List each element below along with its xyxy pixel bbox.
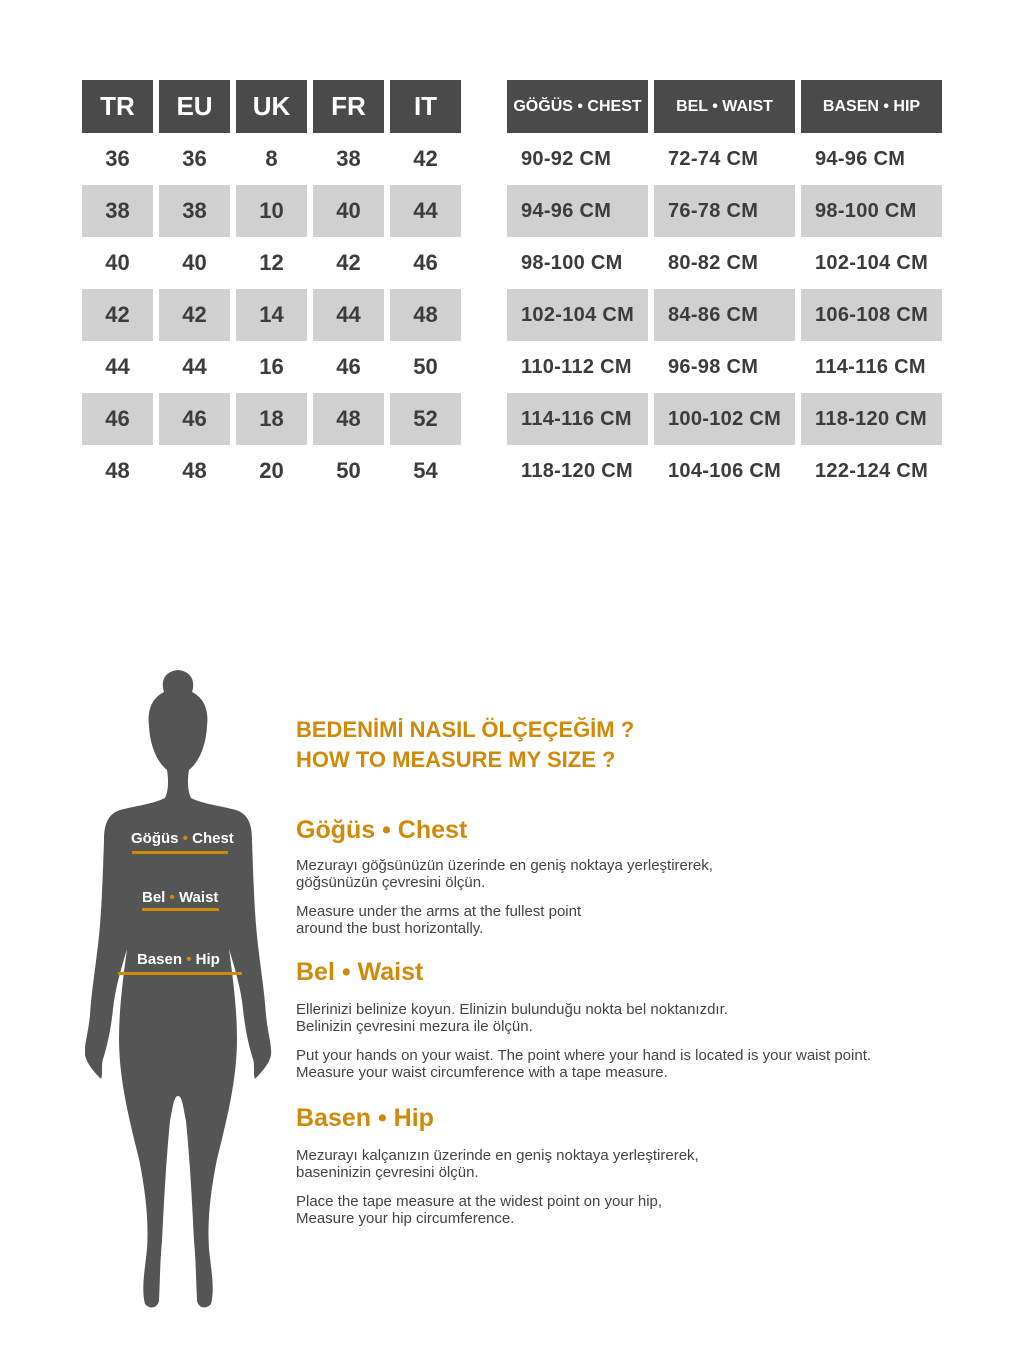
table-cell: 44: [105, 354, 130, 379]
table-cell: 106-108 CM: [801, 289, 942, 341]
table-cell: 96-98 CM: [668, 355, 759, 378]
table-cell: 100-102 CM: [654, 393, 795, 445]
column-header: GÖĞÜS • CHEST: [507, 80, 648, 133]
waist-label: Bel • Waist: [142, 889, 218, 906]
hip-heading: Basen • Hip: [296, 1104, 434, 1132]
waist-label-tr: Bel: [142, 889, 166, 906]
bullet: •: [169, 889, 175, 906]
table-cell: 104-106 CM: [668, 459, 782, 482]
table-cell: 90-92 CM: [521, 147, 612, 170]
table-cell: 44: [182, 354, 207, 379]
body-silhouette: [85, 670, 272, 1308]
table-cell: 114-116 CM: [507, 393, 648, 445]
table-cell: 50: [413, 354, 438, 379]
table-cell: 42: [159, 289, 230, 341]
table-cell: 114-116 CM: [815, 355, 926, 378]
table-cell: 38: [159, 185, 230, 237]
chest-text-en: Measure under the arms at the fullest po…: [296, 903, 582, 937]
table-cell: 46: [413, 250, 438, 275]
table-cell: 98-100 CM: [801, 185, 942, 237]
waist-label-en: Waist: [178, 889, 219, 906]
column-header: BASEN • HIP: [801, 80, 942, 133]
guide-title-en: HOW TO MEASURE MY SIZE ?: [296, 747, 616, 772]
hip-label: Basen • Hip: [137, 951, 220, 968]
table-cell: 20: [259, 458, 284, 483]
table-cell: 94-96 CM: [507, 185, 648, 237]
waist-heading: Bel • Waist: [296, 958, 424, 986]
table-cell: 42: [336, 250, 361, 275]
table-cell: 16: [259, 354, 284, 379]
table-cell: 40: [182, 250, 207, 275]
table-cell: 36: [182, 146, 207, 171]
table-cell: 8: [265, 146, 278, 171]
chest-line: [132, 851, 228, 854]
waist-line: [142, 908, 219, 911]
table-cell: 46: [159, 393, 230, 445]
hip-text-en: Place the tape measure at the widest poi…: [296, 1193, 663, 1227]
table-cell: 40: [313, 185, 384, 237]
table-cell: 48: [390, 289, 461, 341]
column-header: EU: [159, 80, 230, 133]
table-cell: 48: [182, 458, 207, 483]
column-header: BEL • WAIST: [654, 80, 795, 133]
table-cell: 44: [390, 185, 461, 237]
table-cell: 50: [336, 458, 361, 483]
table-cell: 10: [236, 185, 307, 237]
column-header: UK: [236, 80, 307, 133]
column-header: IT: [390, 80, 461, 133]
chest-label-en: Chest: [192, 830, 234, 847]
table-cell: 48: [105, 458, 130, 483]
waist-text-tr: Ellerinizi belinize koyun. Elinizin bulu…: [296, 1001, 728, 1035]
chest-label: Göğüs • Chest: [131, 830, 234, 847]
guide-title-tr: BEDENİMİ NASIL ÖLÇEÇEĞİM ?: [296, 717, 635, 742]
table-cell: 48: [313, 393, 384, 445]
table-cell: 40: [105, 250, 130, 275]
table-cell: 122-124 CM: [815, 459, 929, 482]
table-cell: 102-104 CM: [815, 251, 929, 274]
table-cell: 46: [82, 393, 153, 445]
body-measurement-table: GÖĞÜS • CHEST BEL • WAIST BASEN • HIP 90-92…: [507, 80, 942, 497]
table-cell: 72-74 CM: [668, 147, 759, 170]
table-cell: 102-104 CM: [507, 289, 648, 341]
hip-text-tr: Mezurayı kalçanızın üzerinde en geniş no…: [296, 1147, 699, 1181]
table-cell: 76-78 CM: [654, 185, 795, 237]
table-cell: 54: [413, 458, 438, 483]
table-cell: 110-112 CM: [521, 355, 632, 378]
table-cell: 84-86 CM: [654, 289, 795, 341]
column-header: TR: [82, 80, 153, 133]
chest-label-tr: Göğüs: [131, 830, 179, 847]
table-cell: 80-82 CM: [668, 251, 759, 274]
table-cell: 98-100 CM: [521, 251, 623, 274]
table-cell: 44: [313, 289, 384, 341]
table-cell: 52: [390, 393, 461, 445]
chest-heading: Göğüs • Chest: [296, 816, 468, 844]
table-cell: 12: [259, 250, 284, 275]
hip-label-tr: Basen: [137, 951, 183, 968]
hip-line: [118, 972, 242, 975]
bullet: •: [182, 830, 188, 847]
hip-label-en: Hip: [195, 951, 220, 968]
table-cell: 36: [105, 146, 130, 171]
table-cell: 38: [82, 185, 153, 237]
table-cell: 94-96 CM: [815, 147, 906, 170]
column-header: FR: [313, 80, 384, 133]
table-cell: 118-120 CM: [801, 393, 942, 445]
table-cell: 118-120 CM: [521, 459, 633, 482]
table-cell: 42: [82, 289, 153, 341]
table-cell: 42: [413, 146, 438, 171]
table-cell: 14: [236, 289, 307, 341]
chest-text-tr: Mezurayı göğsünüzün üzerinde en geniş no…: [296, 857, 713, 891]
waist-text-en: Put your hands on your waist. The point …: [296, 1047, 872, 1081]
size-conversion-table: TR EU UK FR IT 36 36 8 38 42 38 38 10 40 44 40 40 12 42 46 4…: [82, 80, 461, 497]
table-cell: 46: [336, 354, 361, 379]
bullet: •: [186, 951, 192, 968]
table-cell: 38: [336, 146, 361, 171]
table-cell: 18: [236, 393, 307, 445]
